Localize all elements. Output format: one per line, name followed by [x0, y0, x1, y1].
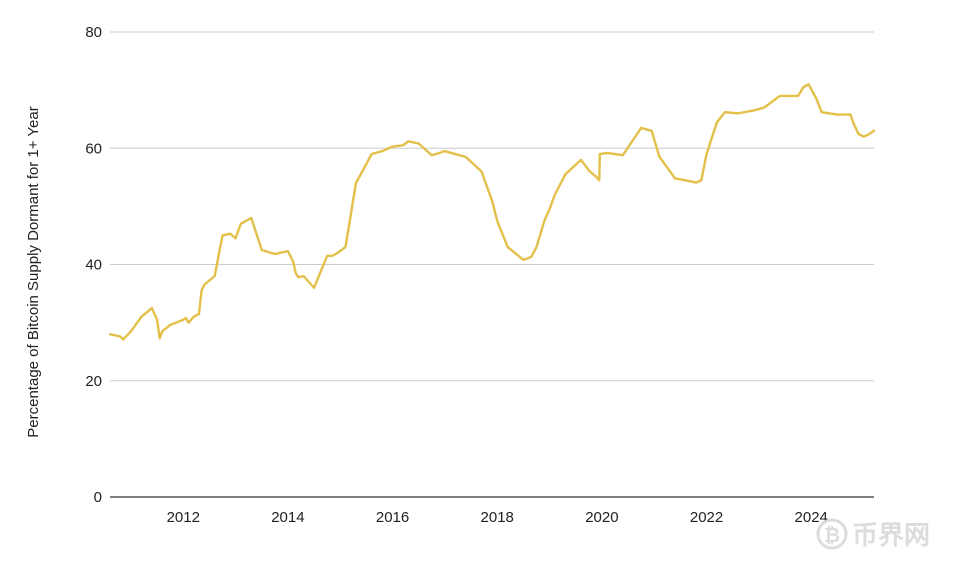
x-tick-label: 2016 — [376, 509, 409, 526]
x-tick-label: 2014 — [271, 509, 304, 526]
watermark: ₿ 币界网 — [816, 518, 930, 551]
gridlines — [110, 31, 874, 382]
x-tick-label: 2020 — [585, 509, 618, 526]
y-tick-label: 80 — [85, 24, 102, 41]
x-tick-label: 2018 — [481, 509, 514, 526]
x-axis-ticks: 2012 2014 2016 2018 2020 2022 2024 — [167, 509, 828, 526]
y-axis-title: Percentage of Bitcoin Supply Dormant for… — [25, 106, 42, 437]
y-tick-label: 40 — [85, 257, 102, 274]
x-tick-label: 2012 — [167, 509, 200, 526]
y-tick-label: 60 — [85, 140, 102, 157]
x-tick-label: 2022 — [690, 509, 723, 526]
series-line — [108, 83, 876, 341]
svg-text:₿: ₿ — [824, 523, 840, 547]
y-axis-ticks: 0 20 40 60 80 — [85, 24, 102, 506]
watermark-text: 币界网 — [852, 521, 930, 551]
bitcoin-logo-icon: ₿ — [816, 518, 848, 550]
y-tick-label: 20 — [85, 373, 102, 390]
x-tick-label: 2024 — [795, 509, 828, 526]
y-tick-label: 0 — [94, 489, 102, 506]
